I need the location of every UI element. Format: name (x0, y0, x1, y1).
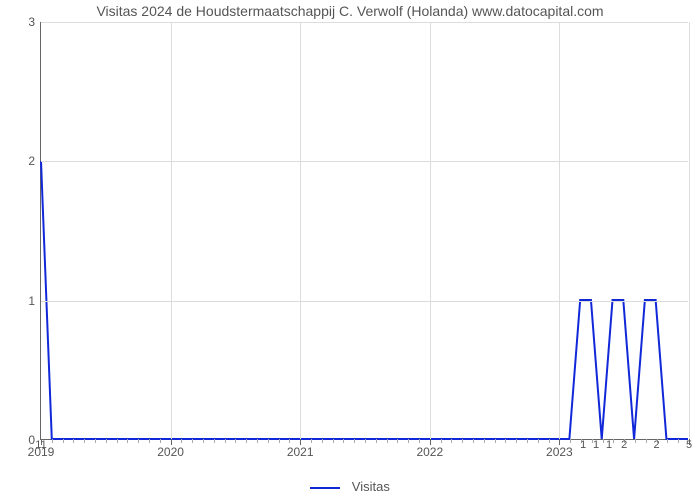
x-tick (268, 439, 269, 443)
x-tick (181, 439, 182, 443)
legend-label: Visitas (352, 479, 390, 494)
grid-line-h (41, 22, 688, 23)
grid-line-v (171, 22, 172, 439)
x-tick (441, 439, 442, 443)
x-tick-label: 2023 (546, 445, 573, 459)
x-tick (473, 439, 474, 443)
x-tick (73, 439, 74, 443)
x-tick (538, 439, 539, 443)
x-tick (279, 439, 280, 443)
y-tick-label: 3 (21, 15, 35, 29)
x-tick (117, 439, 118, 443)
x-tick (95, 439, 96, 443)
plot-area: 01232019202020212022202311111225 (40, 22, 688, 440)
x-tick (160, 439, 161, 443)
y-tick-label: 2 (21, 154, 35, 168)
x-tick (257, 439, 258, 443)
x-point-label: 1 (593, 439, 599, 451)
legend: Visitas (0, 479, 700, 494)
x-tick (343, 439, 344, 443)
x-tick (495, 439, 496, 443)
x-tick (225, 439, 226, 443)
x-tick (549, 439, 550, 443)
x-tick (387, 439, 388, 443)
chart-title: Visitas 2024 de Houdstermaatschappij C. … (0, 3, 700, 19)
grid-line-v (430, 22, 431, 439)
chart-container: Visitas 2024 de Houdstermaatschappij C. … (0, 0, 700, 500)
x-tick (408, 439, 409, 443)
x-tick (603, 439, 604, 443)
x-tick (613, 439, 614, 443)
y-tick-label: 1 (21, 294, 35, 308)
x-tick (365, 439, 366, 443)
x-tick (678, 439, 679, 443)
x-tick-label: 2021 (287, 445, 314, 459)
legend-swatch (310, 487, 340, 489)
x-tick-label: 2020 (157, 445, 184, 459)
x-point-label: 1 (606, 439, 612, 451)
x-tick (311, 439, 312, 443)
x-tick (333, 439, 334, 443)
x-tick (84, 439, 85, 443)
x-tick-label: 2022 (416, 445, 443, 459)
x-tick (203, 439, 204, 443)
x-point-label: 5 (686, 439, 692, 451)
grid-line-v (559, 22, 560, 439)
grid-line-h (41, 161, 688, 162)
x-tick (419, 439, 420, 443)
x-tick (322, 439, 323, 443)
x-tick (235, 439, 236, 443)
x-tick (149, 439, 150, 443)
x-tick (462, 439, 463, 443)
x-tick (527, 439, 528, 443)
line-series (41, 22, 688, 439)
grid-line-h (41, 301, 688, 302)
x-tick (397, 439, 398, 443)
x-tick (635, 439, 636, 443)
x-tick (192, 439, 193, 443)
x-tick (376, 439, 377, 443)
x-tick (646, 439, 647, 443)
x-tick (246, 439, 247, 443)
x-tick (516, 439, 517, 443)
x-point-label: 2 (621, 439, 627, 451)
grid-line-v (300, 22, 301, 439)
x-tick (667, 439, 668, 443)
x-point-label: 11 (35, 439, 46, 451)
x-tick (505, 439, 506, 443)
x-tick (354, 439, 355, 443)
x-point-label: 1 (580, 439, 586, 451)
x-tick (289, 439, 290, 443)
x-tick (451, 439, 452, 443)
x-tick (570, 439, 571, 443)
x-tick (52, 439, 53, 443)
x-tick (138, 439, 139, 443)
x-tick (106, 439, 107, 443)
x-tick (484, 439, 485, 443)
x-tick (127, 439, 128, 443)
x-tick (214, 439, 215, 443)
x-tick (63, 439, 64, 443)
x-point-label: 2 (654, 439, 660, 451)
grid-line-v (689, 22, 690, 439)
